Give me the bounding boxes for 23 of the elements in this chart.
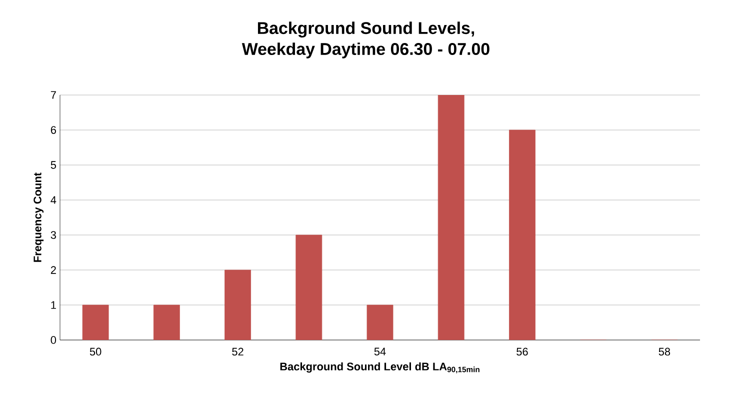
chart-title: Background Sound Levels, Weekday Daytime 06.30 - 07.00	[242, 22, 490, 58]
y-tick-label: 4	[50, 196, 56, 204]
y-tick-label: 1	[51, 301, 56, 309]
bar	[296, 234, 322, 340]
x-tick-label: 58	[658, 348, 670, 356]
y-axis-title: Frequency Count	[34, 172, 44, 262]
x-tick-label: 50	[90, 348, 102, 356]
bar	[82, 304, 109, 340]
x-axis-title: Background Sound Level dB LA$_{90,15min}$	[280, 362, 480, 374]
y-tick-label: 2	[50, 266, 56, 274]
bar	[509, 130, 536, 340]
x-tick-label: 52	[232, 348, 244, 356]
bar	[366, 304, 394, 340]
x-tick-label: 56	[516, 348, 528, 356]
bar	[224, 270, 251, 340]
x-tick-label: 54	[374, 348, 386, 356]
bar	[438, 95, 464, 340]
bar	[153, 304, 180, 340]
y-tick-label: 5	[50, 161, 56, 169]
y-tick-label: 3	[50, 231, 56, 239]
y-tick-label: 7	[50, 91, 56, 99]
y-tick-label: 6	[50, 126, 56, 134]
y-tick-label: 0	[50, 336, 56, 344]
